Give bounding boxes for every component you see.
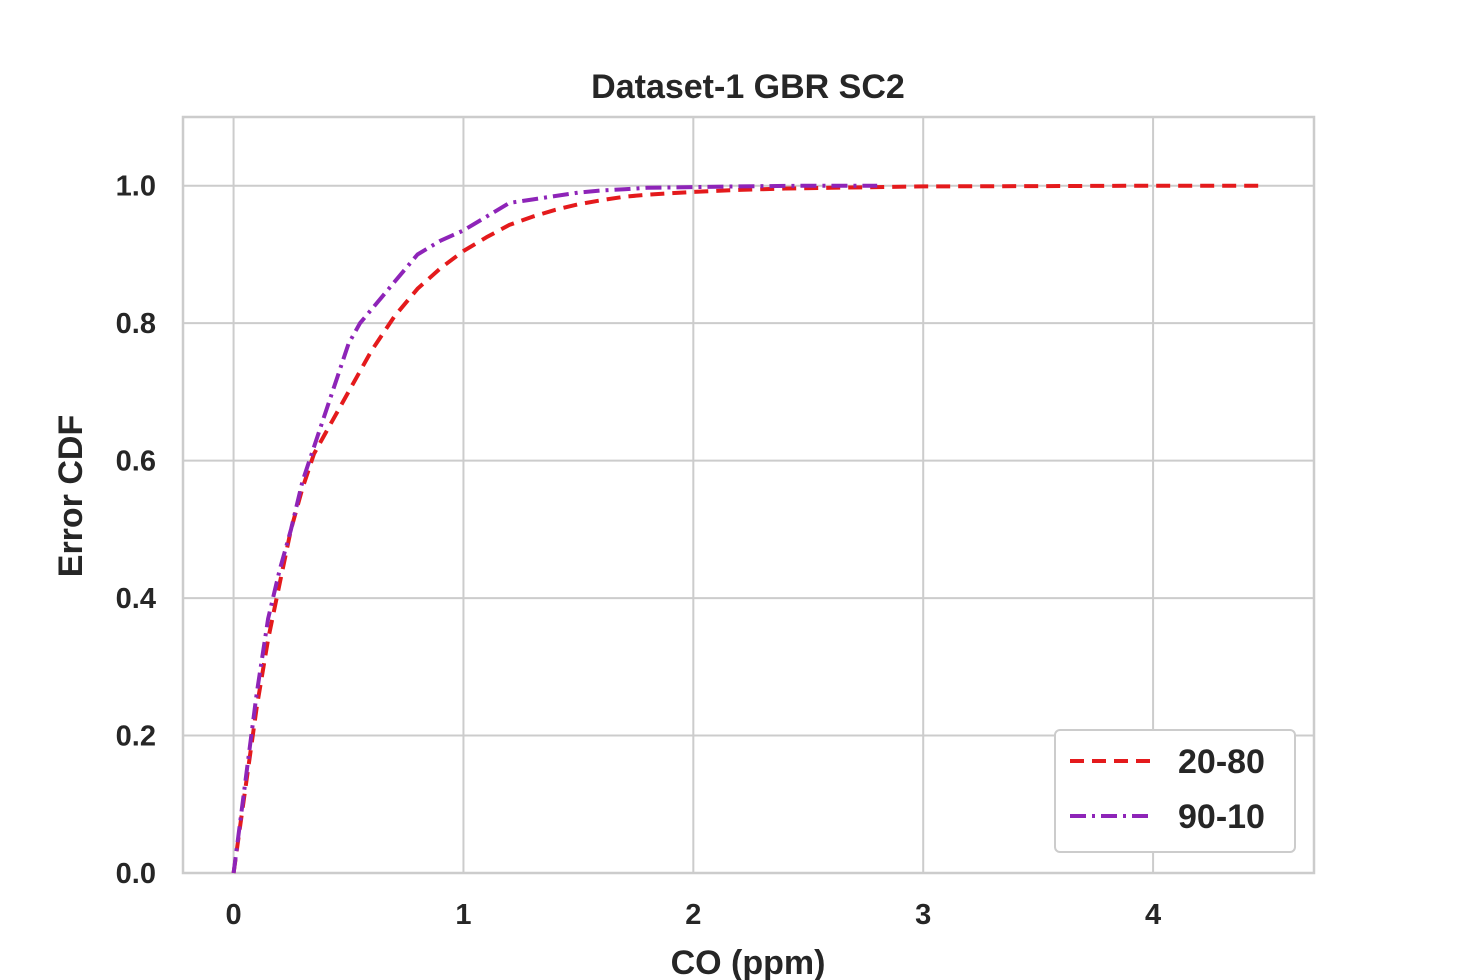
y-tick-label: 0.8: [116, 308, 156, 340]
x-tick-label: 3: [915, 899, 931, 931]
y-tick-label: 0.6: [116, 446, 156, 478]
x-axis-tick-labels: 0 1 2 3 4: [226, 899, 1162, 931]
x-tick-label: 4: [1145, 899, 1161, 931]
y-tick-label: 0.4: [116, 583, 156, 615]
legend-label-90-10: 90-10: [1178, 798, 1265, 836]
series-lines: [231, 183, 1262, 874]
legend-label-20-80: 20-80: [1178, 743, 1265, 781]
x-tick-label: 0: [226, 899, 242, 931]
y-tick-label: 0.2: [116, 721, 156, 753]
legend: 20-80 90-10: [1054, 729, 1296, 853]
plot-area-frame: [181, 115, 1316, 875]
chart-title: Dataset-1 GBR SC2: [591, 68, 905, 106]
series-line-90-10: [231, 183, 878, 874]
y-tick-label: 0.0: [116, 858, 156, 890]
y-tick-label: 1.0: [116, 171, 156, 203]
y-axis-title: Error CDF: [52, 415, 90, 577]
x-tick-label: 1: [455, 899, 471, 931]
x-axis-title: CO (ppm): [671, 944, 826, 980]
x-tick-label: 2: [685, 899, 701, 931]
y-axis-tick-labels: 0.0 0.2 0.4 0.6 0.8 1.0: [116, 171, 156, 890]
